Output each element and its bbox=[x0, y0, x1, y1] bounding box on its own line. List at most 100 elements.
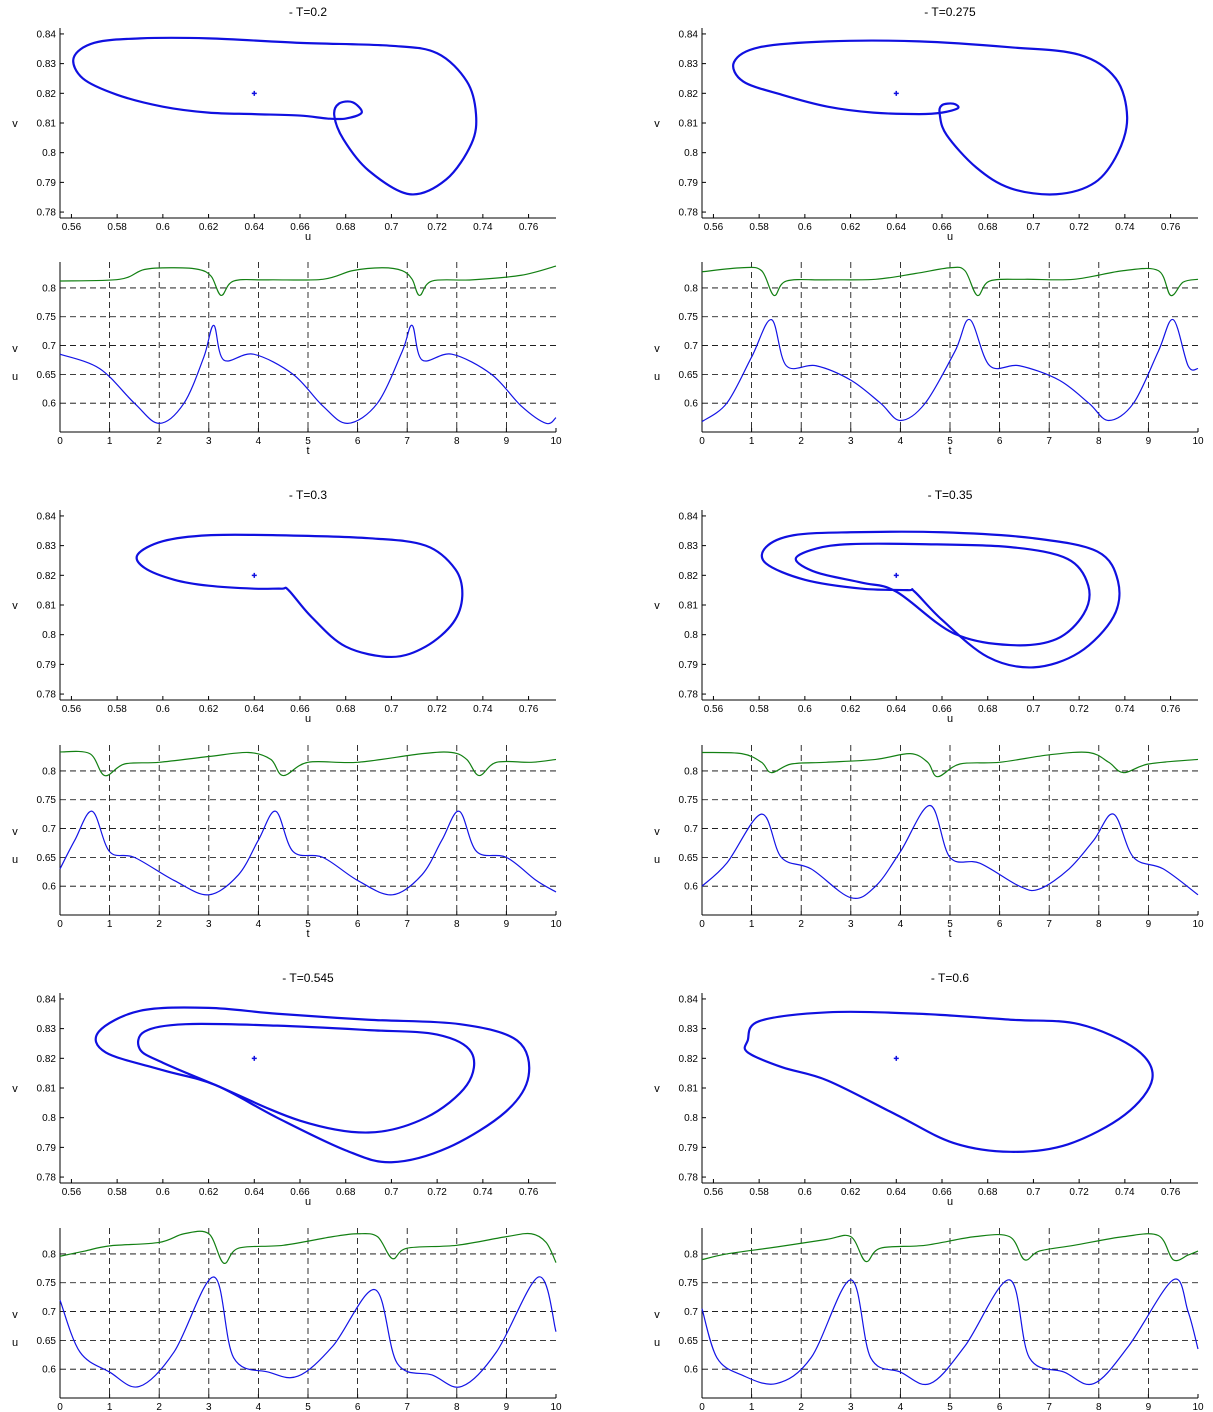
chart-title: - T=0.6 bbox=[931, 971, 969, 985]
ts-x-tick-label: 1 bbox=[749, 919, 755, 930]
ts-x-tick-label: 2 bbox=[156, 1402, 162, 1412]
ts-y-tick-label: 0.7 bbox=[42, 1307, 56, 1318]
phase-y-tick-label: 0.79 bbox=[37, 178, 57, 189]
phase-x-tick-label: 0.6 bbox=[156, 704, 170, 715]
ts-x-tick-label: 2 bbox=[798, 1402, 804, 1412]
ts-x-tick-label: 3 bbox=[848, 919, 854, 930]
ts-x-tick-label: 0 bbox=[57, 919, 63, 930]
ts-x-tick-label: 8 bbox=[1096, 436, 1102, 447]
phase-y-label: v bbox=[12, 1083, 18, 1095]
phase-y-tick-label: 0.78 bbox=[37, 1173, 57, 1184]
phase-x-tick-label: 0.74 bbox=[473, 704, 493, 715]
ts-x-tick-label: 6 bbox=[997, 436, 1003, 447]
phase-x-tick-label: 0.58 bbox=[107, 222, 127, 233]
ts-x-tick-label: 0 bbox=[57, 1402, 63, 1412]
phase-x-tick-label: 0.76 bbox=[1161, 704, 1181, 715]
phase-x-tick-label: 0.64 bbox=[245, 1187, 265, 1198]
ts-v-label: v bbox=[12, 343, 18, 355]
ts-x-tick-label: 2 bbox=[156, 919, 162, 930]
phase-x-tick-label: 0.62 bbox=[199, 1187, 219, 1198]
phase-y-tick-label: 0.79 bbox=[37, 660, 57, 671]
phase-y-tick-label: 0.83 bbox=[679, 59, 699, 70]
phase-x-tick-label: 0.58 bbox=[107, 704, 127, 715]
ts-x-tick-label: 1 bbox=[107, 919, 113, 930]
ts-x-tick-label: 4 bbox=[256, 919, 262, 930]
phase-y-tick-label: 0.82 bbox=[37, 1054, 57, 1065]
phase-x-tick-label: 0.68 bbox=[978, 704, 998, 715]
phase-x-tick-label: 0.62 bbox=[841, 222, 861, 233]
ts-x-tick-label: 4 bbox=[898, 436, 904, 447]
ts-x-tick-label: 1 bbox=[107, 1402, 113, 1412]
phase-y-tick-label: 0.84 bbox=[679, 994, 699, 1005]
phase-x-tick-label: 0.72 bbox=[427, 1187, 447, 1198]
phase-y-tick-label: 0.84 bbox=[679, 511, 699, 522]
ts-x-tick-label: 6 bbox=[355, 1402, 361, 1412]
phase-plot: 0.56 0.58 0.6 0.62 0.64 0.66 0.68 0.7 0.72 0.74 0.… bbox=[654, 28, 1198, 243]
phase-x-tick-label: 0.72 bbox=[1069, 222, 1089, 233]
ts-x-tick-label: 8 bbox=[1096, 1402, 1102, 1412]
phase-y-tick-label: 0.78 bbox=[679, 690, 699, 701]
phase-x-tick-label: 0.74 bbox=[473, 1187, 493, 1198]
phase-x-tick-label: 0.72 bbox=[427, 222, 447, 233]
ts-x-tick-label: 7 bbox=[1046, 436, 1052, 447]
phase-y-tick-label: 0.81 bbox=[37, 119, 57, 130]
ts-y-tick-label: 0.75 bbox=[679, 1278, 699, 1289]
ts-y-tick-label: 0.7 bbox=[684, 824, 698, 835]
ts-y-tick-label: 0.8 bbox=[684, 1249, 698, 1260]
phase-y-label: v bbox=[654, 118, 660, 130]
chart-title: - T=0.3 bbox=[289, 488, 327, 502]
ts-x-tick-label: 8 bbox=[454, 919, 460, 930]
ts-y-tick-label: 0.6 bbox=[42, 882, 56, 893]
v-series-line bbox=[59, 265, 557, 297]
phase-x-tick-label: 0.62 bbox=[199, 222, 219, 233]
phase-y-tick-label: 0.82 bbox=[37, 89, 57, 100]
phase-x-tick-label: 0.66 bbox=[290, 1187, 310, 1198]
phase-x-tick-label: 0.66 bbox=[932, 704, 952, 715]
v-series-line bbox=[701, 1233, 1199, 1263]
phase-plot: 0.56 0.58 0.6 0.62 0.64 0.66 0.68 0.7 0.72 0.74 0.… bbox=[12, 510, 556, 725]
phase-x-tick-label: 0.56 bbox=[62, 222, 82, 233]
phase-x-tick-label: 0.7 bbox=[1026, 704, 1040, 715]
phase-x-tick-label: 0.7 bbox=[1026, 1187, 1040, 1198]
ts-x-tick-label: 5 bbox=[305, 436, 311, 447]
phase-x-tick-label: 0.7 bbox=[384, 1187, 398, 1198]
ts-x-tick-label: 4 bbox=[256, 436, 262, 447]
phase-plot: 0.56 0.58 0.6 0.62 0.64 0.66 0.68 0.7 0.72 0.74 0.… bbox=[654, 510, 1198, 725]
panel-1: - T=0.20.56 0.58 0.6 0.62 0.64 0.66 0.68 0.7 0.7… bbox=[12, 5, 562, 457]
phase-trajectory-1 bbox=[135, 533, 464, 659]
phase-y-tick-label: 0.78 bbox=[37, 690, 57, 701]
phase-x-tick-label: 0.58 bbox=[749, 1187, 769, 1198]
phase-x-tick-label: 0.72 bbox=[1069, 1187, 1089, 1198]
phase-x-tick-label: 0.62 bbox=[199, 704, 219, 715]
phase-x-tick-label: 0.66 bbox=[290, 222, 310, 233]
phase-x-tick-label: 0.68 bbox=[336, 704, 356, 715]
phase-y-tick-label: 0.82 bbox=[679, 89, 699, 100]
ts-x-tick-label: 8 bbox=[454, 1402, 460, 1412]
ts-y-tick-label: 0.75 bbox=[37, 1278, 57, 1289]
phase-x-label: u bbox=[947, 713, 953, 725]
phase-y-tick-label: 0.81 bbox=[37, 601, 57, 612]
ts-x-tick-label: 6 bbox=[355, 436, 361, 447]
ts-u-label: u bbox=[12, 371, 18, 383]
ts-x-tick-label: 5 bbox=[305, 919, 311, 930]
ts-x-tick-label: 8 bbox=[1096, 919, 1102, 930]
phase-y-tick-label: 0.8 bbox=[684, 148, 698, 159]
phase-x-tick-label: 0.72 bbox=[427, 704, 447, 715]
ts-y-tick-label: 0.75 bbox=[679, 795, 699, 806]
phase-y-tick-label: 0.81 bbox=[679, 119, 699, 130]
chart-title: - T=0.545 bbox=[282, 971, 334, 985]
phase-trajectory-1 bbox=[743, 1010, 1154, 1153]
phase-x-tick-label: 0.68 bbox=[336, 1187, 356, 1198]
ts-x-tick-label: 3 bbox=[206, 436, 212, 447]
panel-3: - T=0.30.56 0.58 0.6 0.62 0.64 0.66 0.68 0.7 0.7… bbox=[12, 488, 562, 940]
ts-x-tick-label: 4 bbox=[898, 919, 904, 930]
ts-x-tick-label: 7 bbox=[404, 919, 410, 930]
ts-x-tick-label: 7 bbox=[1046, 919, 1052, 930]
ts-x-tick-label: 3 bbox=[848, 1402, 854, 1412]
u-series-line bbox=[59, 324, 557, 425]
phase-x-tick-label: 0.56 bbox=[62, 1187, 82, 1198]
